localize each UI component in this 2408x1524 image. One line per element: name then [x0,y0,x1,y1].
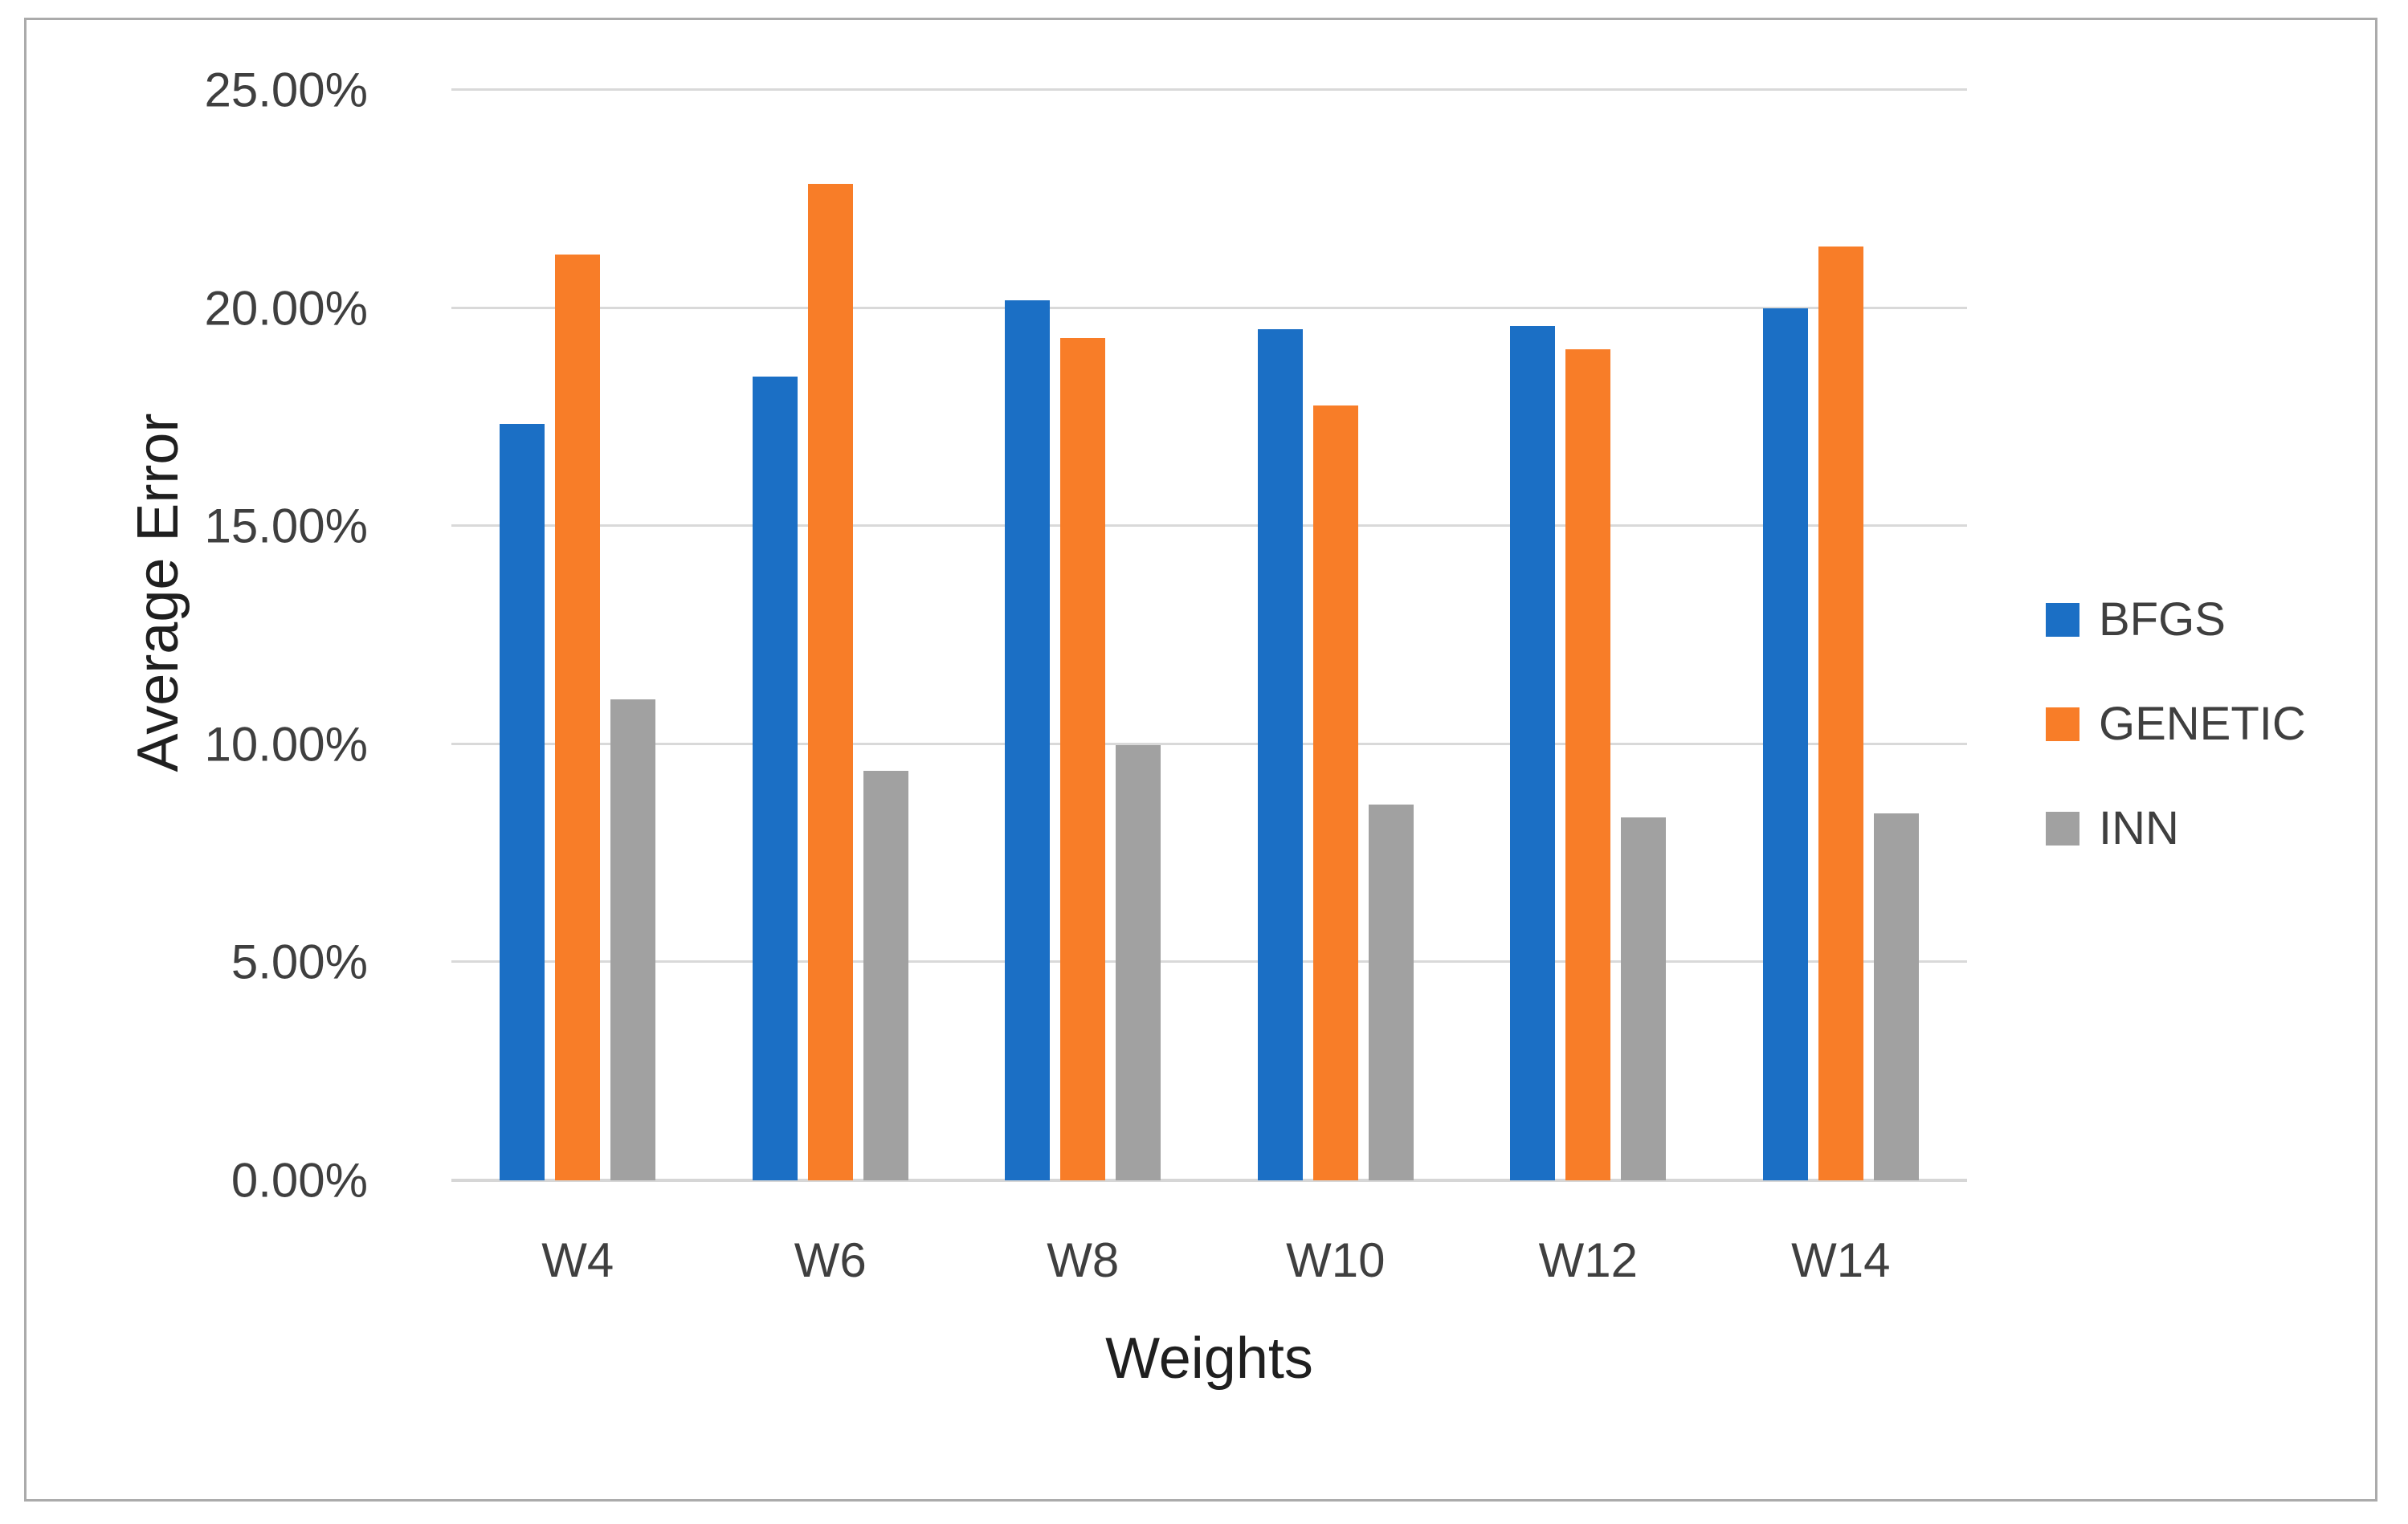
y-axis-tick-labels: 25.00% 20.00% 15.00% 10.00% 5.00% 0.00% [27,63,369,1208]
gridline-25 [451,88,1967,91]
x-tick-label-w10: W10 [1286,1233,1386,1287]
x-axis-title: Weights [1105,1326,1313,1391]
bar-bfgs-w6 [752,376,798,1180]
y-tick-label: 15.00% [204,499,369,553]
gridline-10 [451,742,1967,745]
x-tick-label-w14: W14 [1791,1233,1891,1287]
legend-item-genetic: GENETIC [2046,701,2306,748]
bar-genetic-w6 [807,183,853,1180]
bar-bfgs-w8 [1005,300,1051,1180]
plot-area [451,88,1967,1182]
bar-group-w14 [1715,90,1968,1180]
legend-item-inn: INN [2046,805,2179,852]
bar-inn-w6 [863,771,908,1180]
bar-bfgs-w12 [1510,326,1556,1180]
y-tick-label: 25.00% [204,63,369,117]
legend-swatch-bfgs [2046,603,2079,637]
y-tick-label: 20.00% [204,281,369,336]
x-tick-label-w6: W6 [794,1233,867,1287]
bar-group-w4 [451,90,704,1180]
gridline-20 [451,306,1967,309]
gridline-5 [451,960,1967,964]
y-axis-title: Average Error [126,413,190,772]
legend-swatch-genetic [2046,707,2079,741]
legend-item-bfgs: BFGS [2046,597,2226,643]
bar-bfgs-w10 [1257,328,1303,1180]
x-tick-label-w8: W8 [1047,1233,1120,1287]
bar-genetic-w4 [555,255,601,1180]
legend-label-bfgs: BFGS [2099,593,2226,646]
bar-inn-w8 [1116,744,1161,1180]
bar-inn-w10 [1368,805,1414,1180]
gridline-15 [451,524,1967,528]
bar-inn-w12 [1621,817,1667,1180]
y-tick-label: 0.00% [231,1153,368,1208]
y-tick-label: 5.00% [231,935,368,989]
legend-label-genetic: GENETIC [2099,698,2306,750]
bar-genetic-w10 [1312,405,1358,1180]
x-axis-tick-labels: W4 W6 W8 W10 W12 W14 [451,1229,1967,1293]
bar-bfgs-w4 [500,423,545,1180]
bar-group-w6 [704,90,957,1180]
bar-genetic-w12 [1565,348,1611,1180]
chart-frame: 25.00% 20.00% 15.00% 10.00% 5.00% 0.00% W4 W6 W… [24,18,2377,1502]
x-tick-label-w12: W12 [1538,1233,1638,1287]
bar-group-w10 [1210,90,1463,1180]
bar-genetic-w8 [1060,338,1106,1180]
bar-group-w8 [957,90,1210,1180]
legend-label-inn: INN [2099,802,2179,854]
bar-group-w12 [1462,90,1715,1180]
legend-swatch-inn [2046,812,2079,846]
bar-inn-w14 [1873,813,1919,1180]
y-tick-label: 10.00% [204,717,369,772]
x-axis-line [451,1179,1967,1182]
bar-genetic-w14 [1818,247,1863,1180]
bars-row [451,90,1967,1180]
bar-inn-w4 [610,699,656,1180]
legend: BFGS GENETIC INN [2046,20,2383,1499]
x-tick-label-w4: W4 [541,1233,614,1287]
bar-bfgs-w14 [1762,308,1808,1180]
